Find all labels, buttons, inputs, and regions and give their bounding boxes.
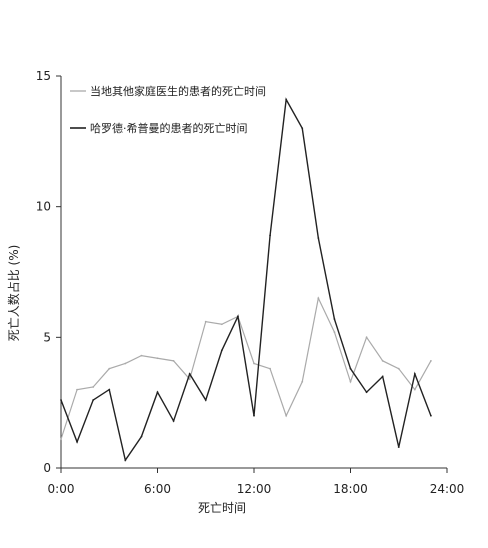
data-point — [301, 380, 304, 383]
x-tick-label: 24:00 — [430, 482, 465, 496]
data-point — [204, 399, 207, 401]
data-point — [108, 367, 111, 370]
data-point — [253, 362, 255, 365]
data-point — [124, 362, 127, 365]
data-point — [172, 420, 175, 422]
x-axis-title: 死亡时间 — [198, 501, 246, 515]
data-point — [156, 357, 159, 360]
data-point — [124, 459, 127, 462]
data-point — [430, 414, 432, 417]
data-point — [430, 359, 432, 362]
data-point — [188, 378, 191, 381]
legend-label: 哈罗德·希普曼的患者的死亡时间 — [90, 121, 248, 135]
data-point — [108, 388, 111, 391]
x-tick-label: 12:00 — [237, 482, 272, 496]
x-tick-label: 6:00 — [144, 482, 171, 496]
data-point — [237, 315, 239, 318]
data-point — [60, 399, 62, 401]
data-point — [285, 98, 288, 101]
data-point — [269, 367, 271, 370]
data-point — [413, 388, 416, 391]
data-point — [381, 375, 384, 378]
series-lines — [60, 97, 432, 462]
data-point — [285, 414, 288, 417]
data-point — [92, 399, 95, 401]
x-tick-label: 0:00 — [48, 482, 75, 496]
data-point — [140, 354, 143, 357]
data-point — [204, 320, 207, 323]
data-point — [365, 336, 368, 339]
y-tick-label: 10 — [36, 200, 51, 214]
y-tick-label: 15 — [36, 69, 51, 83]
data-point — [76, 440, 78, 443]
y-tick-label: 0 — [43, 461, 51, 475]
data-point — [269, 234, 271, 237]
data-point — [413, 373, 416, 375]
data-point — [220, 349, 223, 352]
series-group — [60, 97, 432, 462]
data-point — [301, 127, 304, 130]
y-tick-label: 5 — [43, 330, 51, 344]
data-point — [333, 318, 336, 320]
data-point — [397, 446, 400, 448]
data-point — [333, 331, 336, 334]
data-point — [156, 391, 159, 394]
data-point — [92, 386, 95, 388]
axes: 0:00 6:00 12:00 18:00 24:00 0 5 10 15 — [36, 69, 465, 496]
x-tick-label: 18:00 — [333, 482, 368, 496]
data-point — [397, 367, 400, 370]
series-line — [60, 97, 432, 462]
data-point — [188, 373, 191, 375]
data-point — [349, 380, 352, 383]
series-group — [60, 296, 432, 441]
data-point — [317, 237, 320, 239]
data-point — [349, 367, 352, 370]
data-point — [381, 359, 384, 362]
data-point — [220, 323, 223, 326]
legend-item: 当地其他家庭医生的患者的死亡时间 — [70, 84, 266, 98]
legend-label: 当地其他家庭医生的患者的死亡时间 — [90, 84, 266, 98]
y-axis-title: 死亡人数占比 (%) — [6, 245, 21, 342]
data-point — [140, 435, 143, 438]
data-point — [365, 391, 368, 394]
series-line — [60, 296, 432, 440]
data-point — [76, 388, 78, 391]
data-point — [317, 297, 320, 300]
data-point — [60, 438, 62, 441]
legend-item: 哈罗德·希普曼的患者的死亡时间 — [70, 121, 248, 135]
data-point — [253, 414, 255, 417]
data-point — [172, 359, 175, 362]
